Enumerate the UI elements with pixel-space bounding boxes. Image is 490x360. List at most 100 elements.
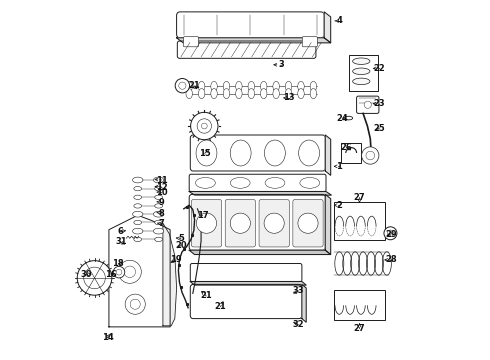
Circle shape (116, 269, 122, 275)
Ellipse shape (211, 81, 217, 91)
Text: 14: 14 (101, 333, 113, 342)
Circle shape (384, 227, 397, 240)
Ellipse shape (153, 177, 164, 183)
Circle shape (264, 213, 284, 233)
FancyBboxPatch shape (190, 264, 302, 282)
Ellipse shape (196, 140, 217, 166)
Ellipse shape (230, 177, 250, 188)
Text: 16: 16 (105, 270, 117, 279)
Circle shape (364, 101, 371, 108)
Text: 13: 13 (283, 94, 294, 103)
Ellipse shape (134, 195, 142, 199)
Text: 22: 22 (373, 64, 385, 73)
Circle shape (124, 266, 136, 278)
Text: 32: 32 (293, 320, 304, 329)
Ellipse shape (310, 81, 317, 91)
Ellipse shape (198, 81, 205, 91)
Polygon shape (109, 215, 170, 327)
Ellipse shape (273, 89, 279, 99)
Circle shape (230, 213, 250, 233)
FancyBboxPatch shape (192, 199, 221, 247)
Text: 33: 33 (293, 287, 304, 295)
Text: 25: 25 (373, 124, 385, 133)
Ellipse shape (285, 89, 292, 99)
Text: 27: 27 (354, 193, 365, 202)
Text: 21: 21 (200, 292, 212, 300)
Ellipse shape (132, 211, 143, 217)
FancyBboxPatch shape (189, 174, 326, 192)
Polygon shape (325, 194, 331, 255)
Ellipse shape (248, 81, 254, 91)
Ellipse shape (196, 177, 215, 188)
Ellipse shape (153, 228, 164, 234)
Circle shape (197, 119, 212, 133)
Ellipse shape (261, 89, 267, 99)
FancyBboxPatch shape (225, 199, 255, 247)
Text: 6: 6 (117, 227, 123, 236)
FancyBboxPatch shape (357, 96, 379, 113)
Circle shape (196, 213, 217, 233)
Text: 17: 17 (196, 211, 208, 220)
Ellipse shape (285, 81, 292, 91)
Text: 24: 24 (336, 114, 348, 122)
Ellipse shape (265, 140, 285, 166)
Ellipse shape (230, 140, 251, 166)
Polygon shape (189, 250, 331, 255)
Ellipse shape (236, 89, 242, 99)
Text: 29: 29 (385, 230, 396, 239)
Text: 2: 2 (336, 201, 342, 210)
Ellipse shape (186, 89, 193, 99)
Text: 18: 18 (113, 259, 124, 268)
Ellipse shape (298, 140, 319, 166)
FancyBboxPatch shape (177, 41, 316, 58)
Bar (334, 202, 385, 240)
Ellipse shape (134, 186, 142, 191)
Text: 8: 8 (159, 209, 164, 217)
Bar (349, 55, 378, 91)
FancyBboxPatch shape (302, 37, 318, 47)
FancyBboxPatch shape (190, 135, 325, 171)
Polygon shape (190, 282, 306, 285)
Text: 31: 31 (115, 238, 126, 247)
Circle shape (298, 213, 318, 233)
Text: 12: 12 (156, 183, 168, 192)
Ellipse shape (248, 89, 254, 99)
Ellipse shape (310, 89, 317, 99)
Text: 28: 28 (385, 256, 396, 264)
Ellipse shape (155, 204, 163, 208)
Circle shape (84, 267, 105, 289)
Circle shape (191, 112, 218, 140)
Text: 1: 1 (336, 162, 342, 171)
Polygon shape (324, 12, 331, 43)
Circle shape (387, 230, 393, 237)
Ellipse shape (155, 195, 163, 199)
Circle shape (118, 260, 141, 283)
Text: 30: 30 (80, 270, 92, 279)
Text: 4: 4 (336, 17, 342, 26)
Ellipse shape (353, 68, 370, 75)
Polygon shape (163, 223, 176, 326)
Bar (342, 143, 361, 163)
Polygon shape (176, 38, 331, 43)
Text: 26: 26 (341, 143, 352, 152)
Text: 10: 10 (156, 188, 167, 197)
Text: 15: 15 (199, 149, 211, 158)
Ellipse shape (236, 81, 242, 91)
Text: 23: 23 (373, 99, 385, 108)
Ellipse shape (345, 116, 353, 120)
Text: 9: 9 (159, 198, 164, 207)
Ellipse shape (132, 228, 143, 234)
Ellipse shape (300, 177, 319, 188)
Ellipse shape (155, 220, 163, 225)
Ellipse shape (265, 177, 285, 188)
FancyBboxPatch shape (190, 284, 302, 319)
Text: 21: 21 (215, 302, 226, 311)
Ellipse shape (132, 177, 143, 183)
Circle shape (130, 299, 140, 309)
FancyBboxPatch shape (183, 37, 198, 47)
FancyBboxPatch shape (259, 199, 289, 247)
Ellipse shape (134, 220, 142, 225)
Text: 3: 3 (278, 60, 284, 69)
Ellipse shape (186, 81, 193, 91)
Text: 27: 27 (354, 324, 365, 333)
